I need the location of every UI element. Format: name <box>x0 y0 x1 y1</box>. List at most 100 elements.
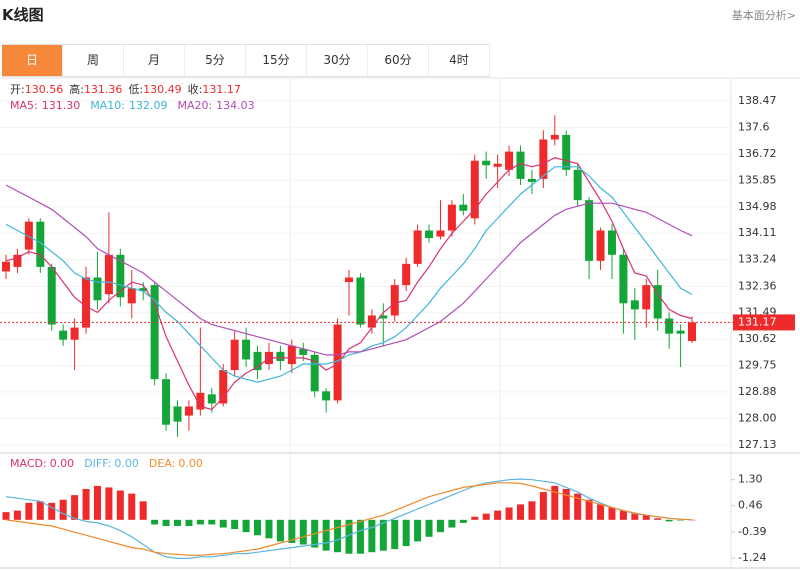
candle-body <box>207 394 216 404</box>
macd-bar <box>379 519 387 551</box>
candle-body <box>596 230 605 261</box>
candle-body <box>276 351 285 361</box>
period-tab[interactable]: 月 <box>124 45 185 76</box>
info-label: 高: <box>69 82 84 96</box>
y-tick-label: 0.46 <box>738 499 763 512</box>
period-tab[interactable]: 60分 <box>368 45 429 76</box>
y-tick-label: 132.36 <box>738 279 777 292</box>
y-tick-label: 134.98 <box>738 200 777 213</box>
period-tab[interactable]: 15分 <box>246 45 307 76</box>
macd-bar <box>322 519 330 551</box>
macd-bar <box>436 519 444 533</box>
candle-body <box>573 169 582 201</box>
macd-bar <box>688 519 696 521</box>
candle-body <box>527 178 536 182</box>
candle-body <box>13 254 22 267</box>
macd-legend: MACD: 0.00 DIFF: 0.00 DEA: 0.00 <box>10 457 203 470</box>
macd-bar <box>471 516 479 520</box>
macd-bar <box>562 488 570 520</box>
candle-body <box>242 339 251 360</box>
macd-bar <box>128 493 136 520</box>
y-tick-label: 128.00 <box>738 412 777 425</box>
candle-body <box>630 300 639 310</box>
candle-body <box>505 151 514 170</box>
macd-bar <box>25 502 33 520</box>
info-label: 收: <box>188 82 203 96</box>
ma-line <box>5 157 693 411</box>
macd-bar <box>665 519 673 522</box>
macd-bar <box>528 501 536 520</box>
y-tick-label: 128.88 <box>738 385 777 398</box>
y-tick-label: -1.24 <box>738 551 766 564</box>
macd-bar <box>219 519 227 528</box>
candle-body <box>436 230 445 237</box>
candle-body <box>127 288 136 304</box>
macd-bar <box>334 519 342 553</box>
candle-body <box>70 327 79 340</box>
candle-body <box>333 324 342 401</box>
macd-bar <box>196 519 204 525</box>
macd-bar <box>242 519 250 533</box>
macd-bar <box>459 519 467 523</box>
candle-body <box>447 204 456 231</box>
legend-value: 132.09 <box>129 99 168 112</box>
macd-bar <box>345 519 353 554</box>
macd-line <box>5 482 693 556</box>
candle-body <box>173 406 182 422</box>
macd-bar <box>539 492 547 520</box>
period-tab[interactable]: 5分 <box>185 45 246 76</box>
candle-body <box>36 221 45 267</box>
period-tab[interactable]: 4时 <box>429 45 490 76</box>
candle-body <box>653 285 662 319</box>
legend-value: 0.00 <box>178 457 203 470</box>
macd-bar <box>631 513 639 520</box>
fundamental-link[interactable]: 基本面分析> <box>731 9 796 22</box>
y-tick-label: 1.30 <box>738 473 763 486</box>
y-tick-label: 133.24 <box>738 253 777 266</box>
macd-bar <box>574 493 582 520</box>
period-tab[interactable]: 周 <box>63 45 124 76</box>
period-tab[interactable]: 30分 <box>307 45 368 76</box>
info-label: 低: <box>128 83 143 96</box>
candle-body <box>230 339 239 371</box>
info-value: 131.17 <box>202 83 241 96</box>
candle-body <box>676 330 685 334</box>
candle-body <box>47 266 56 325</box>
y-tick-label: 137.6 <box>738 120 770 133</box>
candle-body <box>688 322 696 341</box>
candle-body <box>482 160 491 166</box>
ohlc-info: 开:130.56 高:131.36 低:130.49 收:131.17 <box>10 82 241 96</box>
candle-body <box>562 134 571 170</box>
macd-bar <box>174 519 181 526</box>
macd-bar <box>59 499 67 520</box>
candle-body <box>356 277 365 325</box>
y-tick-label: 127.13 <box>738 438 777 451</box>
macd-bar <box>482 513 490 520</box>
candle-body <box>196 392 205 410</box>
candle-body <box>162 379 171 425</box>
legend-value: 0.00 <box>50 457 75 470</box>
candle-body <box>2 261 10 272</box>
candle-body <box>425 230 434 239</box>
candle-body <box>253 351 262 371</box>
period-tab[interactable]: 日 <box>2 45 63 76</box>
candle-body <box>402 263 411 286</box>
macd-bar <box>71 495 79 520</box>
candle-body <box>550 134 559 140</box>
legend-name: DIFF: <box>84 457 111 470</box>
macd-line <box>5 478 693 559</box>
y-tick-label: 136.72 <box>738 147 777 160</box>
macd-bar <box>619 510 627 520</box>
macd-bar <box>677 519 685 521</box>
macd-bar <box>288 519 296 543</box>
candle-body <box>642 285 651 310</box>
candle-body <box>367 315 376 328</box>
macd-bar <box>13 510 21 520</box>
macd-bar <box>448 519 456 528</box>
macd-bar <box>2 512 10 520</box>
candle-body <box>82 277 91 328</box>
macd-bar <box>276 519 284 542</box>
legend-value: 131.30 <box>42 99 81 112</box>
